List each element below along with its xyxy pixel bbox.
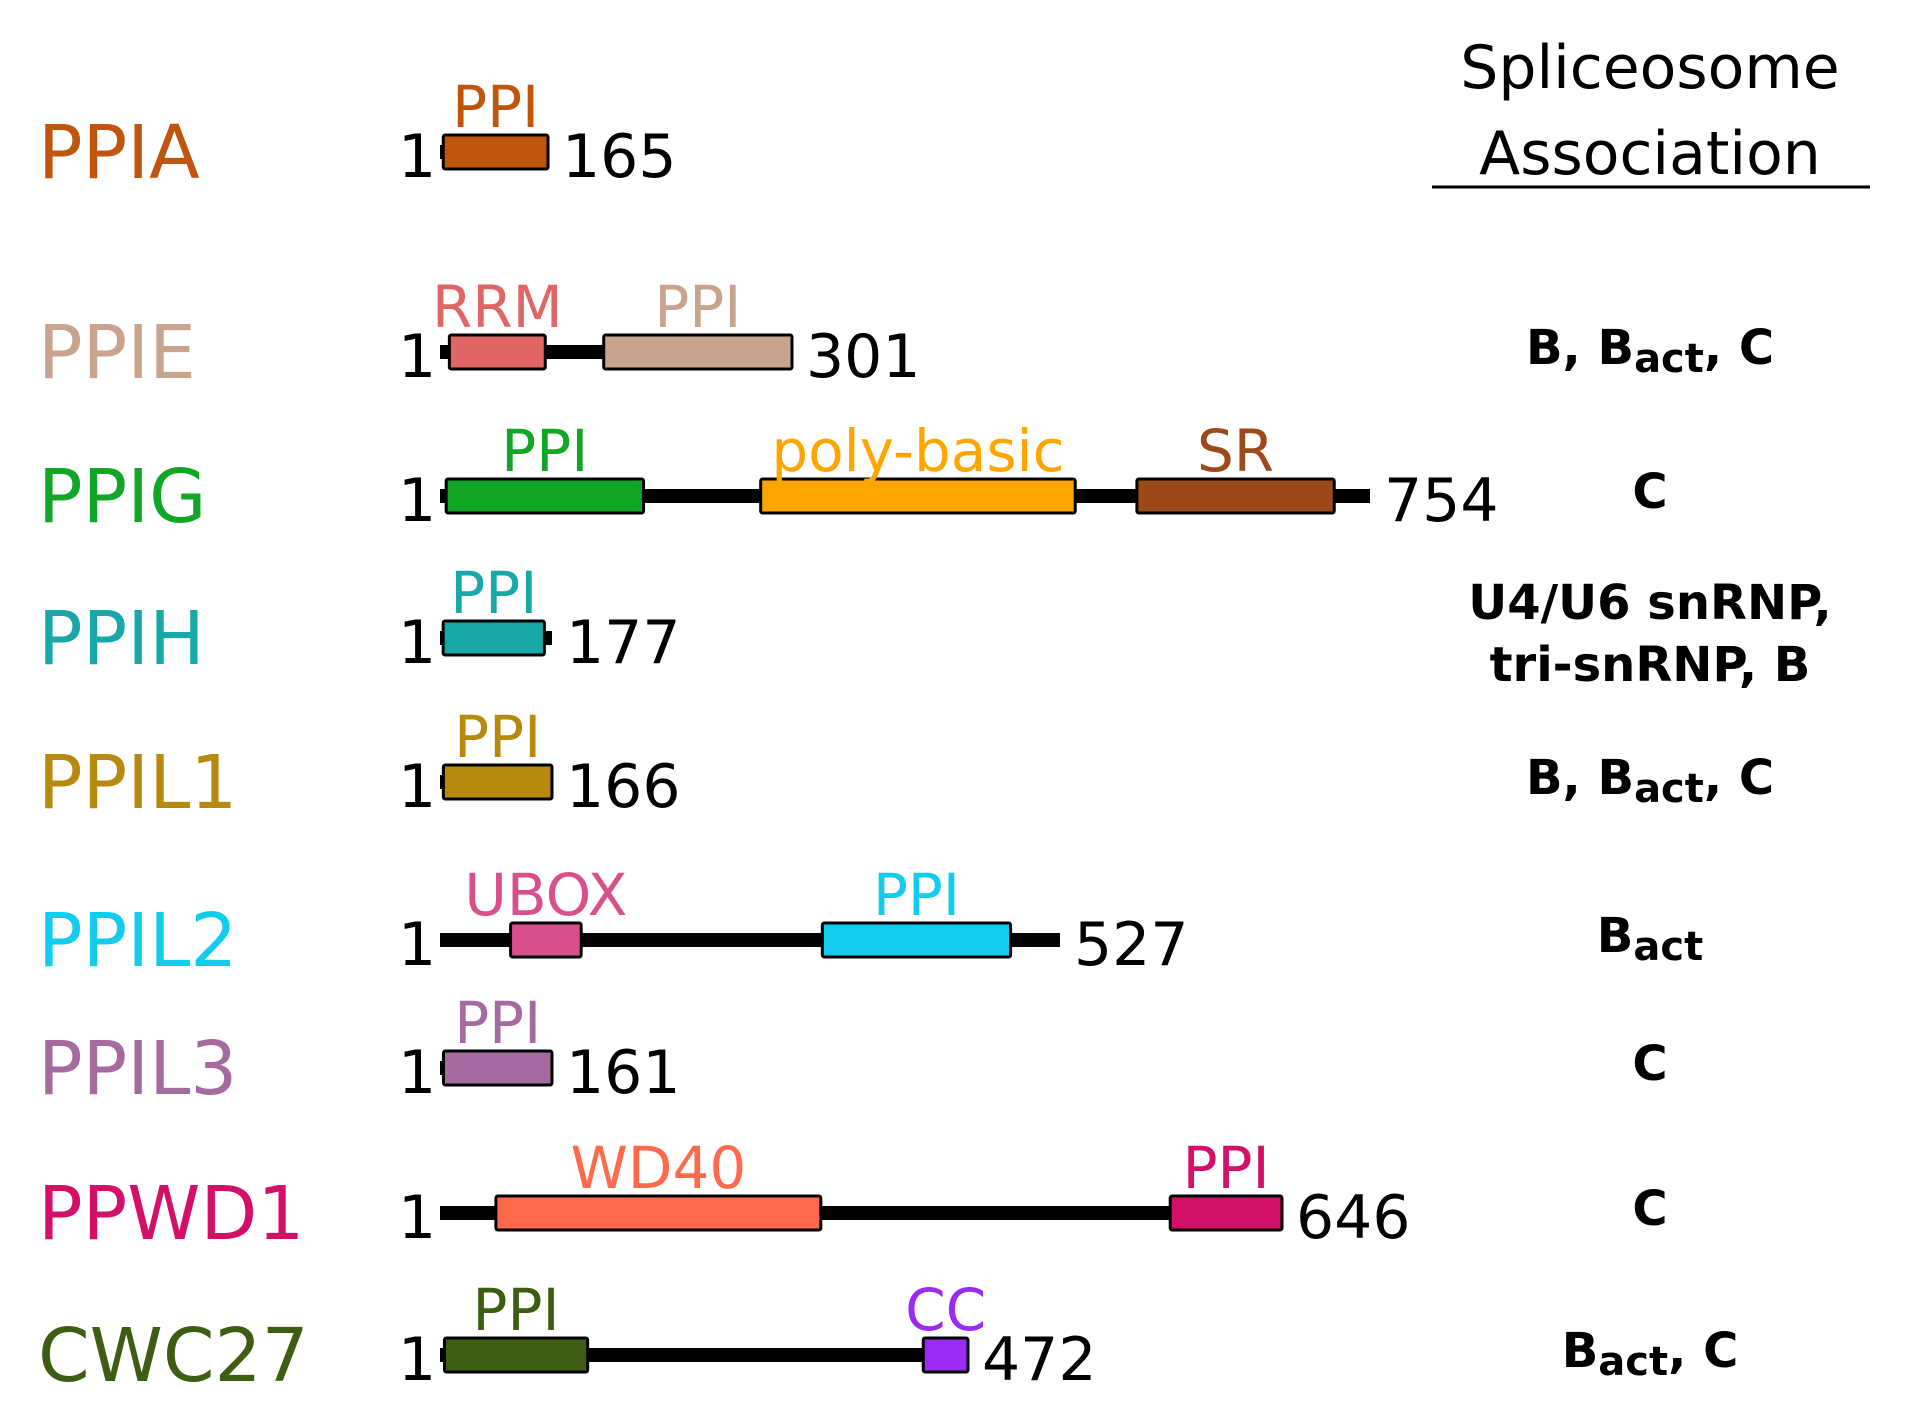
domain-label-sr: SR [1197,417,1274,485]
end-residue-label: 165 [562,122,677,192]
protein-row-ppig: PPIG 1 PPI poly-basic SR 754 C [38,417,1668,540]
domain-label-rrm: RRM [432,273,563,341]
header-line-2: Association [1479,119,1821,189]
domain-box-poly-basic [759,477,1077,515]
association-text: C [1632,1181,1667,1237]
domain-label-ppi: PPI [1183,1134,1270,1202]
protein-name: PPIA [38,110,200,196]
end-residue-label: 472 [982,1325,1097,1395]
domain-box-rrm [447,333,547,371]
header-line-1: Spliceosome [1460,33,1839,103]
domain-label-ubox: UBOX [464,861,627,929]
start-residue-label: 1 [398,1183,436,1253]
domain-box-ppi [444,477,646,515]
protein-name: PPIL3 [38,1026,237,1112]
domain-box-ppi [1168,1194,1284,1232]
domain-box-ppi [442,1336,590,1374]
association-text: tri-snRNP, B [1490,637,1811,693]
end-residue-label: 161 [566,1038,681,1108]
domain-label-ppi: PPI [473,1276,560,1344]
end-residue-label: 177 [566,608,681,678]
protein-name: PPIL1 [38,740,237,826]
start-residue-label: 1 [398,122,436,192]
domain-label-ppi: PPI [873,861,960,929]
end-residue-label: 301 [806,322,921,392]
domain-box-cc [921,1336,970,1374]
start-residue-label: 1 [398,1038,436,1108]
domain-label-cc: CC [905,1276,986,1344]
protein-row-ppwd1: PPWD1 1 WD40 PPI 646 C [38,1134,1668,1257]
end-residue-label: 646 [1296,1183,1411,1253]
start-residue-label: 1 [398,466,436,536]
protein-name: PPIH [38,596,205,682]
protein-row-ppil1: PPIL1 1 PPI 166 B, Bact, C [38,703,1774,826]
domain-label-ppi: PPI [454,989,541,1057]
start-residue-label: 1 [398,1325,436,1395]
domain-box-ppi [441,619,546,657]
association-text: C [1632,464,1667,520]
protein-name: CWC27 [38,1313,309,1399]
domain-box-ubox [509,921,583,959]
association-text: U4/U6 snRNP, [1468,575,1831,631]
domain-label-ppi: PPI [654,273,741,341]
protein-name: PPIG [38,454,206,540]
domain-box-sr [1135,477,1336,515]
end-residue-label: 527 [1074,910,1189,980]
protein-name: PPIL2 [38,898,237,984]
start-residue-label: 1 [398,752,436,822]
domain-label-ppi: PPI [501,417,588,485]
protein-row-ppil3: PPIL3 1 PPI 161 C [38,989,1668,1112]
domain-box-ppi [441,1049,554,1087]
domain-label-poly-basic: poly-basic [771,417,1064,485]
association-text: C [1632,1036,1667,1092]
domain-label-ppi: PPI [452,73,539,141]
association-text: B, Bact, C [1526,750,1774,812]
association-text: Bact [1597,908,1703,970]
end-residue-label: 754 [1384,466,1499,536]
domain-box-wd40 [494,1194,823,1232]
header: Spliceosome Association [1432,33,1870,189]
domain-label-wd40: WD40 [570,1134,746,1202]
start-residue-label: 1 [398,608,436,678]
protein-name: PPWD1 [38,1171,304,1257]
domain-box-ppi [602,333,794,371]
start-residue-label: 1 [398,910,436,980]
domain-box-ppi [820,921,1013,959]
end-residue-label: 166 [566,752,681,822]
domain-box-ppi [441,763,554,801]
domain-label-ppi: PPI [454,703,541,771]
association-text: Bact, C [1562,1323,1739,1385]
protein-name: PPIE [38,310,196,396]
domain-box-ppi [441,133,550,171]
protein-row-ppil2: PPIL2 1 UBOX PPI 527 Bact [38,861,1703,984]
domain-label-ppi: PPI [450,559,537,627]
start-residue-label: 1 [398,322,436,392]
association-text: B, Bact, C [1526,320,1774,382]
